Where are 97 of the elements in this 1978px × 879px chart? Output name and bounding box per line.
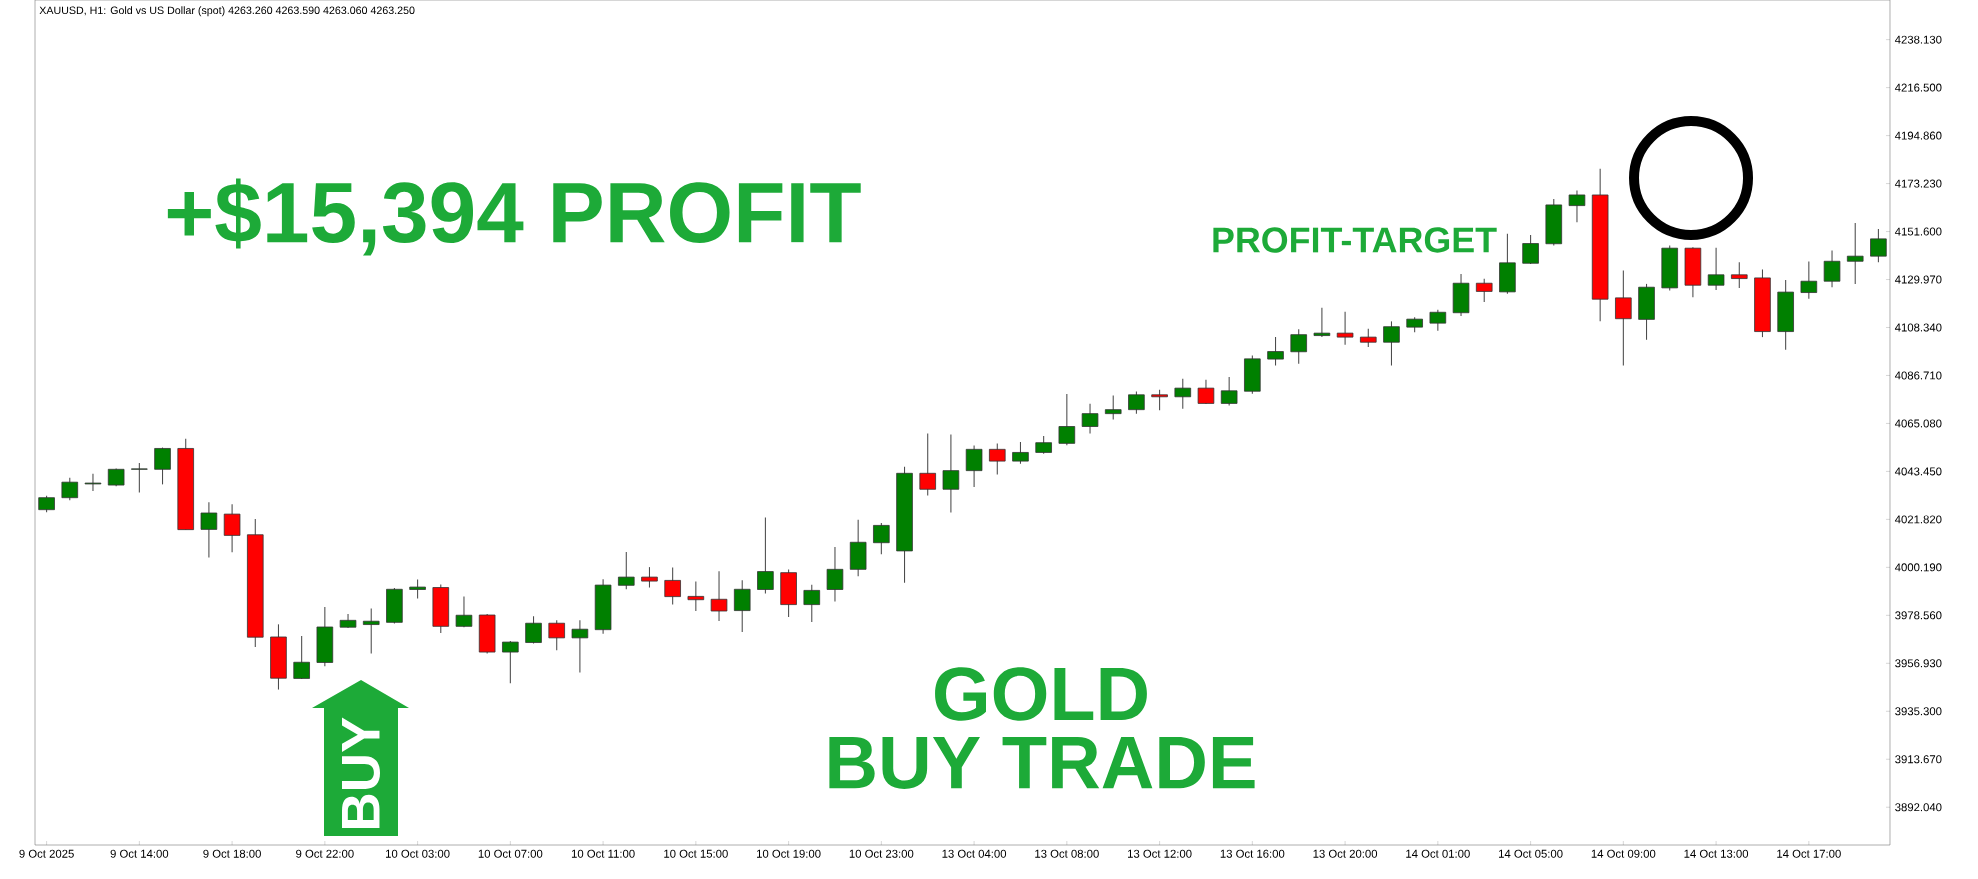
candlestick	[200, 501, 218, 559]
candlestick	[687, 580, 705, 612]
y-tick-label: 3935.300	[1895, 707, 1942, 716]
candlestick	[293, 635, 310, 680]
candlestick	[942, 433, 960, 514]
candlestick	[1267, 336, 1284, 367]
x-tick-label: 13 Oct 16:00	[1220, 849, 1285, 858]
x-tick-label: 10 Oct 15:00	[664, 849, 728, 858]
y-tick-label: 4065.080	[1894, 419, 1942, 428]
candlestick	[223, 503, 241, 553]
candlestick	[664, 567, 681, 605]
candlestick	[1104, 394, 1122, 420]
x-tick-label: 13 Oct 04:00	[942, 849, 1007, 858]
annotation: BUY	[342, 717, 380, 828]
candlestick	[757, 516, 774, 595]
annotation: GOLD	[935, 667, 1147, 721]
candlestick	[1522, 234, 1539, 265]
candlestick	[548, 619, 565, 651]
y-tick-label: 4086.710	[1894, 371, 1942, 380]
candlestick	[1800, 260, 1818, 300]
annotation: BUY TRADE	[829, 737, 1255, 789]
candlestick	[1058, 393, 1076, 446]
annotation: +$15,394 PROFIT	[167, 178, 861, 256]
y-tick-label: 4129.970	[1894, 275, 1942, 284]
candlestick	[1290, 328, 1307, 365]
candlestick	[1197, 379, 1215, 405]
candlestick	[455, 595, 473, 628]
candlestick	[154, 447, 171, 485]
candlestick	[1707, 247, 1725, 291]
candlestick	[1568, 189, 1586, 223]
y-tick-label: 3978.560	[1895, 611, 1942, 620]
x-tick-label: 14 Oct 01:00	[1406, 849, 1470, 858]
text: XAUUSD, H1: Gold vs US Dollar (spot) 4263.260 4263.590 4263.060 4263.250	[39, 6, 415, 17]
candlestick	[131, 462, 148, 494]
y-tick-label: 4108.340	[1894, 323, 1942, 332]
candlestick	[1615, 270, 1632, 367]
y-tick-label: 4216.500	[1894, 83, 1942, 92]
candlestick	[1128, 390, 1145, 415]
candlestick	[1336, 311, 1354, 346]
candlestick	[803, 584, 821, 623]
candlestick	[1012, 441, 1029, 465]
candlestick	[61, 477, 79, 501]
x-tick-label: 13 Oct 12:00	[1128, 849, 1192, 858]
x-tick-label: 10 Oct 03:00	[386, 849, 450, 858]
candlestick	[873, 522, 890, 555]
candlestick	[1475, 278, 1493, 303]
candlestick	[1823, 250, 1841, 288]
candlestick	[618, 551, 635, 590]
x-tick-label: 10 Oct 07:00	[478, 849, 543, 858]
candlestick	[989, 443, 1006, 475]
candlestick	[1220, 376, 1238, 406]
y-tick-label: 4238.130	[1894, 35, 1942, 44]
y-tick-label: 4043.450	[1894, 467, 1942, 476]
candlestick	[710, 570, 728, 622]
y-tick-label: 3913.670	[1895, 755, 1942, 764]
y-tick-label: 3892.040	[1895, 803, 1942, 812]
candlestick	[525, 615, 542, 644]
x-tick-label: 9 Oct 14:00	[110, 849, 169, 858]
y-tick-label: 4021.820	[1894, 515, 1942, 524]
x-tick-label: 9 Oct 2025	[19, 849, 74, 858]
candlestick	[1429, 309, 1447, 332]
candlestick	[1174, 378, 1192, 410]
candlestick	[641, 566, 658, 589]
y-tick-label: 4194.860	[1894, 131, 1942, 140]
candlestick	[1313, 307, 1331, 338]
y-tick-label: 4173.230	[1894, 179, 1942, 188]
candlestick	[409, 578, 426, 600]
x-tick-label: 10 Oct 11:00	[571, 849, 635, 858]
candlestick	[1360, 328, 1377, 348]
y-tick-label: 4151.600	[1894, 227, 1942, 236]
y-tick-label: 4000.190	[1894, 563, 1942, 572]
y-tick-label: 3956.930	[1895, 659, 1942, 668]
x-tick-label: 14 Oct 13:00	[1684, 849, 1749, 858]
candlestick	[826, 546, 844, 603]
candlestick	[84, 473, 102, 492]
x-tick-label: 10 Oct 23:00	[849, 849, 914, 858]
candlestick	[919, 433, 936, 497]
x-tick-label: 9 Oct 22:00	[296, 849, 354, 858]
candlestick	[362, 608, 380, 654]
candlestick	[1731, 261, 1748, 289]
candlestick	[1870, 228, 1887, 263]
candlestick	[1151, 389, 1168, 411]
x-tick-label: 13 Oct 08:00	[1035, 849, 1099, 858]
candlestick	[1081, 403, 1099, 435]
x-tick-label: 14 Oct 05:00	[1499, 849, 1563, 858]
x-tick-label: 14 Oct 09:00	[1591, 849, 1656, 858]
candlestick	[965, 445, 983, 488]
candlestick	[733, 579, 751, 633]
annotation: PROFIT-TARGET	[1213, 227, 1497, 253]
candlestick	[502, 640, 519, 684]
x-tick-label: 10 Oct 19:00	[757, 849, 821, 858]
candlestick	[1846, 222, 1864, 285]
x-tick-label: 14 Oct 17:00	[1777, 849, 1841, 858]
candlestick	[571, 619, 589, 673]
x-tick-label: 13 Oct 20:00	[1313, 849, 1378, 858]
candlestick	[1383, 320, 1400, 367]
x-tick-label: 9 Oct 18:00	[203, 849, 261, 858]
